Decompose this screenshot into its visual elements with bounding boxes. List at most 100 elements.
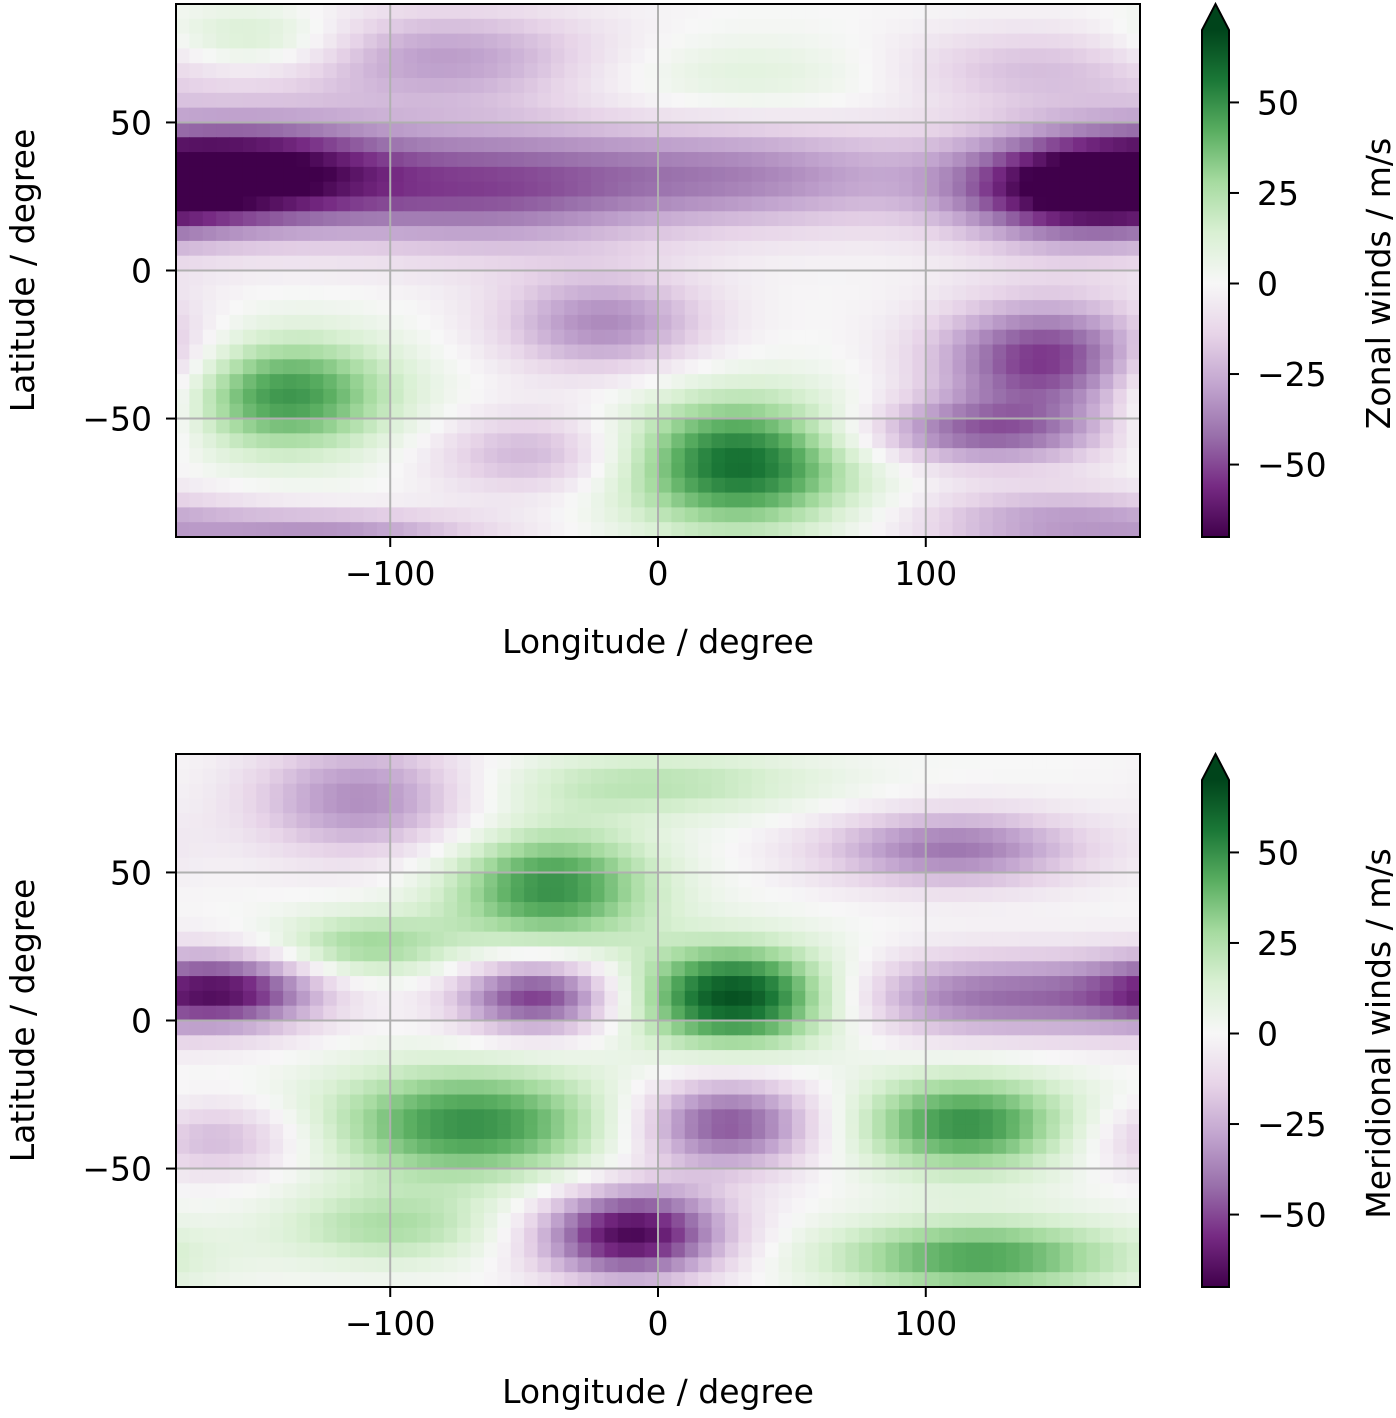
zonal-winds-heatmap-cell: [1020, 241, 1034, 256]
zonal-winds-heatmap-cell: [1086, 478, 1100, 493]
meridional-winds-heatmap-cell: [297, 828, 311, 843]
zonal-winds-heatmap-cell: [323, 448, 337, 463]
meridional-winds-heatmap-cell: [1073, 961, 1087, 976]
zonal-winds-heatmap-cell: [243, 63, 257, 78]
meridional-winds-heatmap-cell: [430, 1124, 444, 1139]
meridional-winds-heatmap-cell: [578, 917, 592, 932]
meridional-winds-heatmap-cell: [899, 902, 913, 917]
meridional-winds-heatmap-cell: [230, 1198, 244, 1213]
meridional-winds-heatmap-cell: [1060, 932, 1074, 947]
meridional-winds-heatmap-cell: [979, 769, 993, 784]
zonal-winds-heatmap-cell: [604, 345, 618, 360]
meridional-winds-heatmap-cell: [564, 843, 578, 858]
meridional-winds-heatmap-cell: [939, 1021, 953, 1036]
zonal-winds-heatmap-cell: [926, 108, 940, 123]
zonal-winds-heatmap-cell: [1100, 404, 1114, 419]
meridional-winds-heatmap-cell: [297, 1154, 311, 1169]
meridional-winds-heatmap-cell: [792, 1035, 806, 1050]
meridional-winds-heatmap-cell: [189, 1124, 203, 1139]
meridional-winds-heatmap-cell: [444, 976, 458, 991]
zonal-winds-heatmap-cell: [912, 285, 926, 300]
zonal-winds-heatmap-cell: [872, 448, 886, 463]
zonal-winds-heatmap-cell: [390, 78, 404, 93]
meridional-winds-heatmap-cell: [752, 1183, 766, 1198]
meridional-winds-heatmap-cell: [645, 961, 659, 976]
zonal-winds-heatmap-cell: [283, 359, 297, 374]
zonal-winds-heatmap-cell: [578, 448, 592, 463]
meridional-winds-heatmap-cell: [283, 1139, 297, 1154]
zonal-winds-heatmap-cell: [578, 19, 592, 34]
meridional-winds-heatmap-cell: [966, 872, 980, 887]
meridional-winds-heatmap-cell: [203, 917, 217, 932]
zonal-winds-heatmap-cell: [578, 196, 592, 211]
meridional-winds-heatmap-cell: [792, 887, 806, 902]
zonal-winds-heatmap-cell: [698, 93, 712, 108]
zonal-winds-heatmap-cell: [671, 271, 685, 286]
zonal-winds-heatmap-cell: [430, 48, 444, 63]
zonal-winds-heatmap-cell: [926, 122, 940, 137]
zonal-winds-heatmap-cell: [444, 419, 458, 434]
zonal-winds-heatmap-cell: [430, 300, 444, 315]
meridional-winds-heatmap-cell: [591, 1154, 605, 1169]
zonal-winds-heatmap-cell: [471, 389, 485, 404]
zonal-winds-heatmap-cell: [671, 478, 685, 493]
meridional-winds-heatmap-cell: [511, 813, 525, 828]
zonal-winds-heatmap-cell: [511, 93, 525, 108]
zonal-winds-heatmap-cell: [484, 389, 498, 404]
zonal-winds-heatmap-cell: [283, 241, 297, 256]
meridional-winds-heatmap-cell: [377, 1035, 391, 1050]
zonal-winds-heatmap-cell: [1113, 345, 1127, 360]
meridional-winds-heatmap-cell: [899, 946, 913, 961]
zonal-winds-heatmap-cell: [1033, 211, 1047, 226]
zonal-winds-heatmap-cell: [792, 34, 806, 49]
zonal-winds-heatmap-cell: [1086, 463, 1100, 478]
zonal-winds-heatmap-cell: [283, 226, 297, 241]
meridional-winds-heatmap-cell: [1060, 828, 1074, 843]
zonal-winds-heatmap-cell: [738, 48, 752, 63]
zonal-winds-heatmap-cell: [230, 182, 244, 197]
meridional-winds-heatmap-cell: [203, 1109, 217, 1124]
zonal-winds-heatmap-cell: [189, 374, 203, 389]
zonal-winds-heatmap-cell: [471, 448, 485, 463]
zonal-winds-heatmap-cell: [564, 285, 578, 300]
zonal-winds-heatmap-cell: [176, 271, 190, 286]
zonal-winds-heatmap-cell: [337, 256, 351, 271]
zonal-winds-heatmap-cell: [230, 374, 244, 389]
meridional-winds-heatmap-cell: [176, 932, 190, 947]
zonal-winds-heatmap-cell: [189, 493, 203, 508]
zonal-winds-heatmap-cell: [578, 167, 592, 182]
zonal-winds-heatmap-cell: [444, 271, 458, 286]
meridional-winds-heatmap-cell: [390, 902, 404, 917]
zonal-winds-heatmap-cell: [886, 507, 900, 522]
zonal-winds-colorbar-tick-label: 50: [1257, 83, 1299, 122]
meridional-winds-heatmap-cell: [1060, 769, 1074, 784]
zonal-winds-heatmap-cell: [538, 433, 552, 448]
meridional-winds-heatmap-cell: [1060, 1065, 1074, 1080]
meridional-winds-heatmap-cell: [1033, 769, 1047, 784]
meridional-winds-heatmap-cell: [872, 946, 886, 961]
meridional-winds-heatmap-cell: [939, 887, 953, 902]
zonal-winds-heatmap-cell: [1060, 19, 1074, 34]
meridional-winds-heatmap-cell: [604, 784, 618, 799]
meridional-winds-heatmap-cell: [953, 1198, 967, 1213]
zonal-winds-heatmap-cell: [323, 522, 337, 537]
zonal-winds-heatmap-cell: [1086, 4, 1100, 19]
zonal-winds-heatmap-cell: [912, 78, 926, 93]
zonal-winds-heatmap-cell: [511, 522, 525, 537]
meridional-winds-heatmap-cell: [725, 961, 739, 976]
meridional-winds-heatmap-cell: [993, 991, 1007, 1006]
meridional-winds-heatmap-cell: [886, 754, 900, 769]
zonal-winds-heatmap-cell: [1073, 345, 1087, 360]
meridional-winds-heatmap-cell: [176, 991, 190, 1006]
zonal-winds-heatmap-cell: [872, 182, 886, 197]
zonal-winds-heatmap-cell: [752, 34, 766, 49]
zonal-winds-heatmap-cell: [618, 315, 632, 330]
zonal-winds-heatmap-cell: [203, 241, 217, 256]
zonal-winds-heatmap-cell: [578, 93, 592, 108]
zonal-winds-heatmap-cell: [564, 463, 578, 478]
meridional-winds-heatmap-cell: [886, 858, 900, 873]
meridional-winds-heatmap-cell: [377, 1154, 391, 1169]
meridional-winds-heatmap-cell: [203, 1095, 217, 1110]
meridional-winds-heatmap-cell: [1046, 1198, 1060, 1213]
zonal-winds-heatmap-cell: [645, 419, 659, 434]
